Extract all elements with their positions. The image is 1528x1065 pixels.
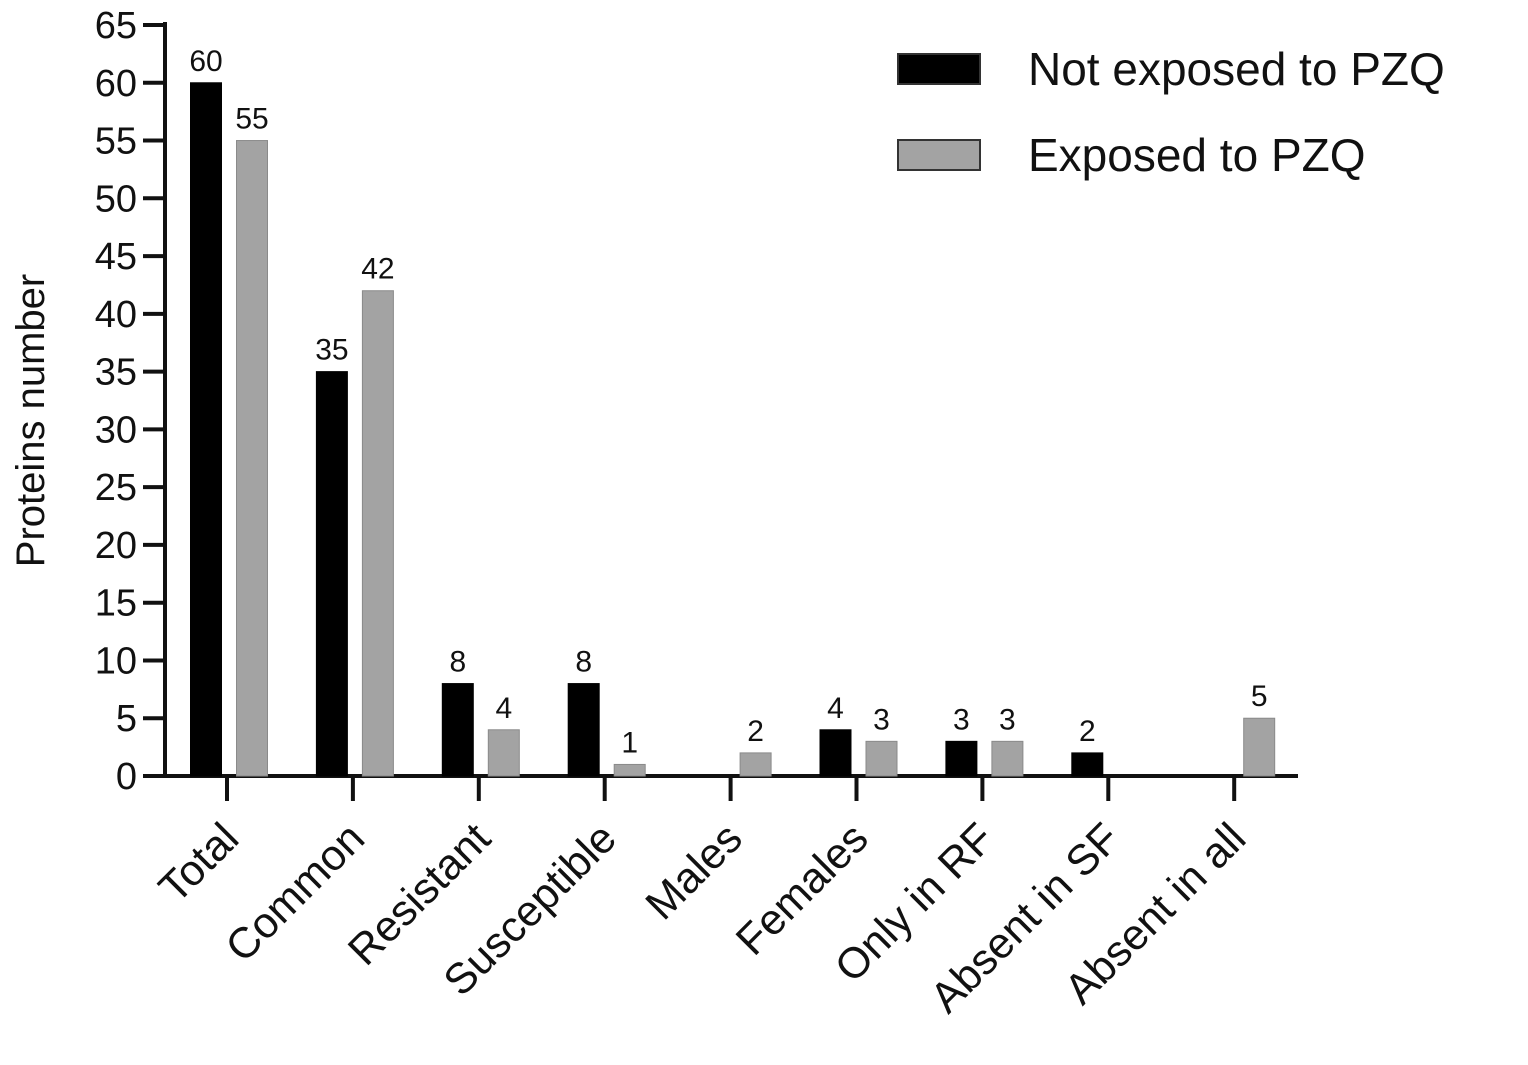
y-tick-label: 0 [116, 756, 137, 798]
y-tick-label: 65 [95, 5, 137, 47]
bar [361, 290, 394, 777]
bar [1071, 752, 1104, 777]
bar-value-label: 35 [315, 334, 348, 367]
bar [236, 140, 268, 777]
y-tick-label: 55 [95, 121, 137, 163]
bar [487, 729, 520, 777]
bar [441, 683, 474, 777]
bar-value-label: 3 [873, 703, 890, 736]
bar-value-label: 4 [827, 692, 844, 725]
bar-value-label: 8 [449, 646, 466, 679]
bar [613, 763, 646, 777]
x-tick-label: Males [637, 814, 752, 929]
bar [567, 683, 600, 777]
bar [315, 371, 348, 777]
y-tick-label: 35 [95, 352, 137, 394]
y-tick-label: 10 [95, 640, 137, 682]
y-tick-label: 5 [116, 698, 137, 740]
legend-label: Not exposed to PZQ [1028, 43, 1445, 95]
y-tick-label: 40 [95, 294, 137, 336]
y-tick-label: 30 [95, 409, 137, 451]
bar [819, 729, 852, 777]
bar-value-label: 42 [361, 253, 394, 286]
bar-value-label: 2 [1079, 715, 1096, 748]
bar-value-label: 55 [235, 103, 268, 136]
y-tick-label: 15 [95, 583, 137, 625]
y-tick-label: 25 [95, 467, 137, 509]
bar-value-label: 3 [953, 703, 970, 736]
bar [991, 740, 1024, 777]
bar [1243, 717, 1276, 777]
bar-value-label: 8 [575, 646, 592, 679]
bar-value-label: 5 [1251, 680, 1268, 713]
bar [190, 82, 222, 777]
bar [739, 752, 772, 777]
legend-swatch [897, 139, 981, 171]
bar [945, 740, 978, 777]
legend-label: Exposed to PZQ [1028, 129, 1366, 181]
y-tick-label: 50 [95, 178, 137, 220]
y-axis: 0 5 10 15 20 25 30 35 40 45 50 55 60 65 Proteins numbe… [9, 5, 167, 798]
y-tick-label: 20 [95, 525, 137, 567]
y-axis-title: Proteins number [9, 274, 53, 567]
bar-value-label: 60 [189, 45, 222, 78]
x-tick-label: Total [150, 814, 248, 912]
legend: Not exposed to PZQ Exposed to PZQ [897, 43, 1445, 181]
bar-value-label: 4 [495, 692, 512, 725]
y-tick-label: 60 [95, 63, 137, 105]
bar-value-label: 1 [621, 726, 638, 759]
y-tick-label: 45 [95, 236, 137, 278]
bar-value-label: 3 [999, 703, 1016, 736]
legend-swatch [897, 53, 981, 85]
bars [190, 82, 1276, 777]
bar [865, 740, 898, 777]
bar-value-label: 2 [747, 715, 764, 748]
